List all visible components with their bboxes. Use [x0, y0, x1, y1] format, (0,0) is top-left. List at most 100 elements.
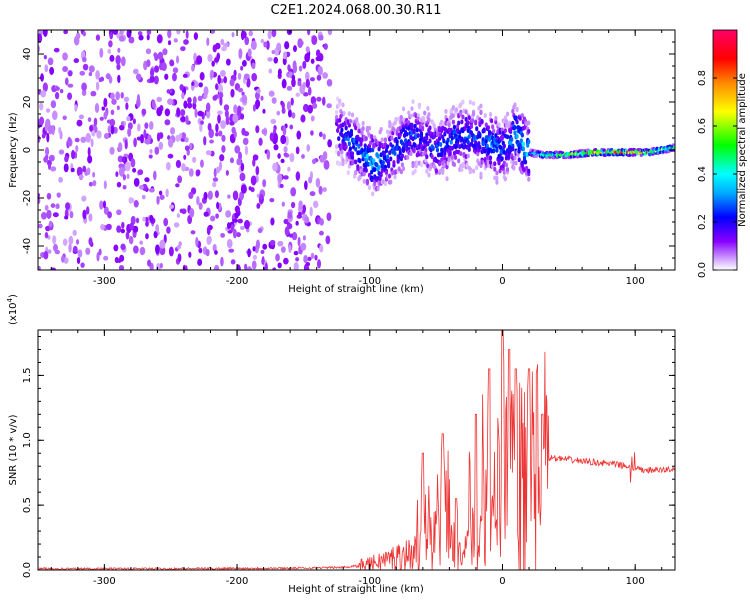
spectrogram-signal-cell	[350, 155, 355, 160]
spectrogram-noise-cell	[161, 62, 167, 71]
x-tick-label: -100	[358, 576, 381, 587]
spectrogram-noise-cell	[139, 240, 144, 245]
spectrogram-noise-cell	[264, 262, 268, 270]
spectrogram-noise-cell	[240, 65, 244, 71]
spectrogram-noise-cell	[64, 155, 69, 163]
spectrogram-noise-cell	[175, 159, 182, 169]
spectrogram-signal-cell	[489, 118, 494, 124]
spectrogram-noise-cell	[246, 266, 253, 270]
spectrogram-noise-cell	[288, 244, 292, 254]
spectrogram-noise-cell	[133, 137, 137, 148]
spectrogram-noise-cell	[43, 55, 47, 60]
spectrogram-signal-cell	[356, 164, 360, 170]
spectrogram-noise-cell	[149, 75, 155, 83]
spectrogram-noise-cell	[181, 132, 187, 140]
spectrogram-noise-cell	[82, 31, 86, 37]
spectrogram-noise-cell	[107, 211, 112, 219]
colorbar-ticks: 0.0 0.2 0.4 0.6 0.8	[697, 70, 737, 278]
spectrogram-signal-cell	[334, 144, 339, 150]
spectrogram-noise-cell	[143, 129, 147, 139]
spectrogram-noise-cell	[128, 235, 134, 245]
spectrogram-noise-cell	[78, 114, 84, 120]
spectrogram-noise-cell	[217, 74, 221, 85]
spectrogram-noise-cell	[75, 239, 80, 245]
spectrogram-noise-cell	[133, 245, 139, 254]
spectrogram-noise-cell	[122, 174, 127, 181]
spectrogram-noise-cell	[326, 212, 332, 222]
spectrogram-noise-cell	[103, 97, 108, 108]
spectrogram-noise-cell	[99, 200, 104, 210]
spectrogram-signal-cell	[459, 111, 463, 117]
spectrogram-noise-cell	[322, 96, 326, 106]
spectrogram-signal-cell	[461, 99, 465, 105]
spectrogram-noise-cell	[256, 88, 261, 94]
spectrogram-noise-cell	[149, 121, 154, 130]
spectrogram-noise-cell	[227, 194, 231, 199]
spectrogram-noise-cell	[139, 133, 144, 144]
spectrogram-noise-cell	[212, 44, 217, 53]
spectrogram-noise-cell	[229, 121, 235, 126]
spectrogram-noise-cell	[121, 221, 125, 229]
spectrogram-noise-cell	[74, 137, 80, 143]
spectrogram-noise-cell	[184, 265, 188, 270]
spectrogram-signal-cell	[379, 126, 383, 132]
spectrogram-noise-cell	[44, 204, 49, 211]
spectrogram-signal-cell	[385, 154, 390, 160]
spectrogram-noise-cell	[305, 78, 310, 88]
spectrogram-noise-cell	[277, 262, 282, 269]
spectrogram-signal-cell	[504, 118, 509, 124]
spectrogram-noise-cell	[277, 153, 281, 159]
spectrogram-signal-cell	[478, 132, 482, 138]
spectrogram-noise-cell	[88, 65, 95, 73]
spectrogram-signal-cell	[439, 142, 443, 147]
spectrogram-noise-cell	[212, 177, 219, 182]
spectrogram-noise-cell	[70, 167, 75, 173]
spectrogram-noise-cell	[291, 78, 296, 88]
spectrogram-y-label: Frequency (Hz)	[8, 112, 19, 188]
spectrogram-noise-cell	[116, 209, 122, 216]
colorbar-tick-label: 0.8	[697, 70, 708, 86]
spectrogram-noise-cell	[307, 86, 312, 96]
spectrogram-noise-cell	[46, 209, 52, 220]
spectrogram-noise-cell	[96, 130, 102, 139]
spectrogram-noise-cell	[64, 77, 69, 86]
spectrogram-noise-cell	[287, 166, 291, 172]
spectrogram-noise-cell	[214, 250, 218, 255]
spectrogram-noise-cell	[78, 174, 84, 180]
spectrogram-noise-cell	[268, 68, 273, 74]
spectrogram-noise-cell	[184, 137, 189, 143]
snr-x-label: Height of straight line (km)	[288, 584, 424, 595]
spectrogram-noise-cell	[62, 238, 68, 246]
spectrogram-noise-cell	[87, 154, 93, 164]
spectrogram-noise-cell	[153, 230, 158, 239]
spectrogram-noise-cell	[232, 218, 238, 223]
spectrogram-noise-cell	[154, 146, 160, 155]
spectrogram-noise-cell	[232, 113, 239, 124]
spectrogram-noise-cell	[206, 37, 210, 46]
spectrogram-noise-cell	[301, 154, 305, 159]
spectrogram-noise-cell	[169, 61, 175, 66]
spectrogram-noise-cell	[120, 56, 126, 67]
spectrogram-noise-cell	[295, 146, 300, 155]
spectrogram-noise-cell	[248, 30, 253, 37]
spectrogram-signal-cell	[350, 112, 355, 118]
spectrogram-noise-cell	[117, 74, 121, 84]
spectrogram-signal-cell	[505, 134, 510, 140]
spectrogram-noise-cell	[283, 257, 289, 265]
spectrogram-signal-cell	[517, 157, 521, 163]
spectrogram-noise-cell	[177, 253, 182, 263]
spectrogram-noise-cell	[230, 259, 236, 265]
spectrogram-noise-cell	[88, 181, 93, 187]
spectrogram-noise-cell	[120, 228, 126, 234]
spectrogram-noise-cell	[302, 60, 307, 69]
spectrogram-noise-cell	[89, 124, 94, 132]
spectrogram-signal-cell	[419, 161, 424, 167]
spectrogram-noise-cell	[205, 248, 210, 257]
spectrogram-noise-cell	[215, 213, 219, 219]
spectrogram-noise-cell	[316, 96, 322, 102]
spectrogram-signal-cell	[444, 109, 448, 114]
spectrogram-noise-cell	[133, 200, 139, 208]
spectrogram-noise-cell	[128, 36, 135, 44]
spectrogram-noise-cell	[195, 236, 199, 247]
spectrogram-signal-cell	[401, 106, 406, 112]
